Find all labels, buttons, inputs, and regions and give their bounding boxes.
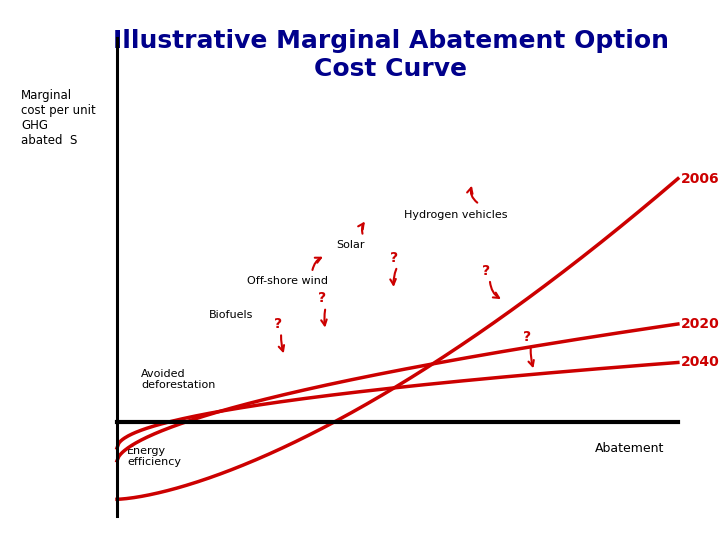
Text: ?: ? [318, 292, 326, 305]
Text: ?: ? [523, 330, 531, 344]
Text: Illustrative Marginal Abatement Option
Cost Curve: Illustrative Marginal Abatement Option C… [112, 29, 669, 81]
Text: Hydrogen vehicles: Hydrogen vehicles [405, 210, 508, 220]
Text: Abatement: Abatement [595, 442, 665, 455]
Text: 2006: 2006 [681, 172, 720, 186]
Text: 2020: 2020 [681, 317, 720, 331]
Text: Off-shore wind: Off-shore wind [247, 276, 328, 286]
Text: ?: ? [482, 264, 490, 278]
Text: ?: ? [274, 317, 282, 331]
Text: Marginal
cost per unit
GHG
abated  S: Marginal cost per unit GHG abated S [22, 89, 96, 147]
Text: Biofuels: Biofuels [210, 310, 253, 320]
Text: Energy
efficiency: Energy efficiency [127, 446, 181, 468]
Text: ?: ? [390, 251, 398, 265]
Text: 2040: 2040 [681, 355, 720, 369]
Text: Avoided
deforestation: Avoided deforestation [141, 369, 215, 390]
Text: Solar: Solar [336, 240, 364, 250]
